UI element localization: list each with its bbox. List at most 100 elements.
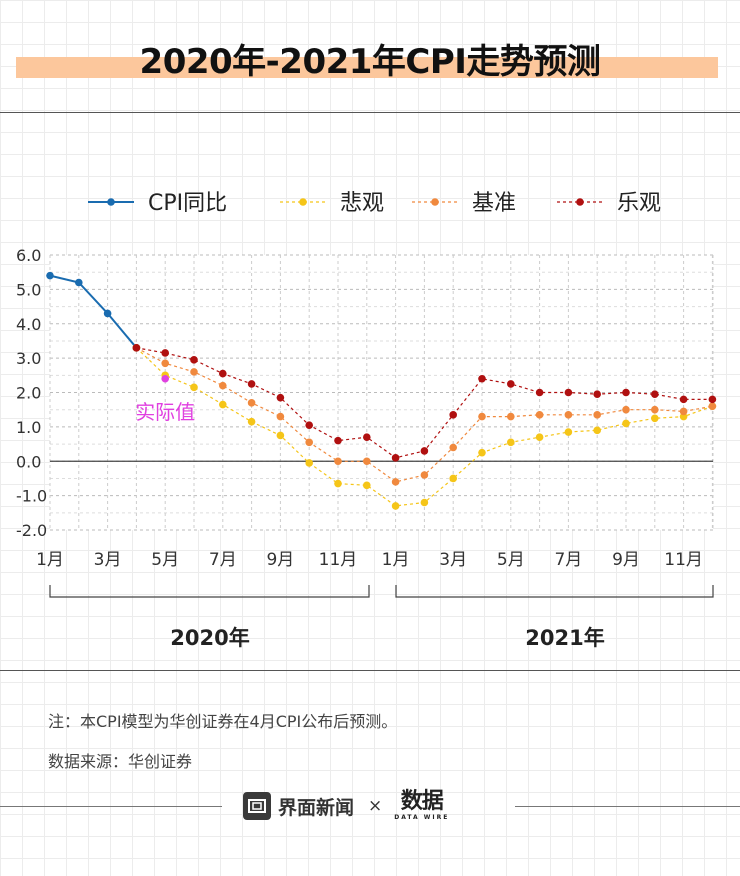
x-tick-label: 3月 bbox=[439, 550, 467, 570]
data-point bbox=[679, 395, 688, 404]
year-bracket-2020 bbox=[49, 585, 370, 598]
chart-legend: CPI同比 悲观 基准 乐观 bbox=[88, 191, 661, 216]
y-tick-label: 4.0 bbox=[16, 315, 41, 334]
y-tick-label: 1.0 bbox=[16, 418, 41, 437]
data-point bbox=[391, 454, 400, 462]
chart-grid bbox=[49, 254, 714, 531]
data-point bbox=[219, 400, 227, 409]
y-tick-label: 2.0 bbox=[16, 384, 41, 403]
data-point bbox=[334, 436, 342, 445]
footer-brand: 界面新闻 × 数据 DATA WIRE bbox=[243, 790, 449, 822]
annotation-label: 实际值 bbox=[135, 400, 195, 424]
chart-annotations: 实际值 bbox=[135, 374, 195, 424]
data-point bbox=[535, 388, 544, 397]
x-tick-label: 1月 bbox=[36, 550, 64, 570]
data-point bbox=[190, 368, 198, 376]
data-point bbox=[276, 431, 285, 440]
bottom-divider bbox=[0, 670, 740, 671]
data-point bbox=[507, 412, 515, 421]
data-point bbox=[247, 399, 256, 407]
x-tick-label: 1月 bbox=[382, 550, 410, 570]
legend-swatch-marker bbox=[576, 198, 584, 206]
data-point bbox=[334, 479, 342, 488]
page-title: 2020年-2021年CPI走势预测 bbox=[139, 42, 601, 82]
y-tick-label: -2.0 bbox=[16, 521, 47, 540]
data-point bbox=[651, 405, 659, 414]
data-point bbox=[420, 471, 429, 479]
year-label-2020: 2020年 bbox=[170, 626, 249, 650]
x-tick-label: 9月 bbox=[612, 550, 640, 570]
data-point bbox=[679, 407, 688, 416]
data-point bbox=[420, 498, 429, 507]
chart-note: 注：本CPI模型为华创证券在4月CPI公布后预测。 bbox=[48, 712, 398, 731]
data-point bbox=[161, 359, 169, 368]
x-tick-label: 7月 bbox=[209, 550, 237, 570]
data-point bbox=[276, 412, 285, 421]
data-point bbox=[651, 390, 659, 399]
chart-axes: 6.0 5.0 4.0 3.0 2.0 1.0 0.0 -1.0 -2.0 1月 3月 5月 7月 9月 1… bbox=[16, 246, 714, 650]
footer-divider-left bbox=[0, 806, 222, 807]
data-point bbox=[75, 278, 83, 287]
data-point bbox=[46, 271, 54, 280]
data-point bbox=[247, 417, 256, 426]
data-point bbox=[507, 380, 515, 388]
x-tick-label: 5月 bbox=[497, 550, 525, 570]
data-point bbox=[478, 412, 486, 421]
legend-label: 基准 bbox=[472, 191, 516, 216]
data-point bbox=[507, 438, 515, 447]
data-point bbox=[593, 411, 601, 419]
footer-divider-right bbox=[515, 806, 740, 807]
data-point bbox=[363, 457, 371, 466]
data-point bbox=[478, 374, 486, 383]
brand-logo-icon bbox=[243, 792, 271, 820]
data-point bbox=[334, 457, 342, 466]
data-point bbox=[190, 383, 198, 392]
data-source: 数据来源：华创证券 bbox=[48, 752, 193, 771]
data-point bbox=[622, 405, 630, 414]
x-tick-label: 3月 bbox=[94, 550, 122, 570]
y-tick-label: 6.0 bbox=[16, 246, 41, 265]
legend-label: 悲观 bbox=[340, 191, 384, 216]
data-point bbox=[219, 369, 227, 378]
x-tick-label: 7月 bbox=[554, 550, 582, 570]
legend-label: CPI同比 bbox=[148, 191, 227, 216]
x-tick-label: 11月 bbox=[319, 550, 358, 570]
data-point bbox=[219, 381, 227, 390]
data-point bbox=[276, 393, 285, 402]
brand-separator: × bbox=[368, 796, 383, 816]
data-point bbox=[391, 478, 400, 486]
y-tick-label: 5.0 bbox=[16, 280, 41, 299]
data-point bbox=[391, 502, 400, 510]
data-point bbox=[305, 421, 314, 429]
legend-swatch-marker bbox=[107, 198, 115, 206]
data-point bbox=[161, 349, 169, 357]
data-point bbox=[535, 411, 544, 419]
data-point bbox=[593, 426, 601, 435]
x-tick-label: 11月 bbox=[664, 550, 703, 570]
y-tick-label: -1.0 bbox=[16, 487, 47, 506]
data-point bbox=[622, 388, 630, 397]
data-point bbox=[478, 448, 486, 457]
partner-tagline: DATA WIRE bbox=[394, 814, 450, 821]
data-point bbox=[535, 433, 544, 441]
annotation-point bbox=[161, 374, 169, 383]
data-point bbox=[305, 438, 314, 447]
data-point bbox=[708, 402, 717, 411]
data-point bbox=[247, 380, 256, 388]
data-point bbox=[363, 481, 371, 490]
legend-swatch-marker bbox=[299, 198, 307, 206]
partner-logo: 数据 DATA WIRE bbox=[394, 791, 449, 821]
data-point bbox=[564, 388, 573, 397]
data-point bbox=[449, 443, 458, 452]
data-point bbox=[593, 390, 601, 399]
data-point bbox=[132, 344, 141, 352]
data-point bbox=[103, 309, 112, 318]
data-point bbox=[564, 428, 573, 436]
chart-series bbox=[46, 271, 717, 510]
data-point bbox=[449, 474, 458, 483]
data-point bbox=[363, 433, 371, 441]
brand-name: 界面新闻 bbox=[278, 796, 355, 819]
title-highlight bbox=[16, 57, 718, 78]
y-tick-label: 3.0 bbox=[16, 349, 41, 368]
